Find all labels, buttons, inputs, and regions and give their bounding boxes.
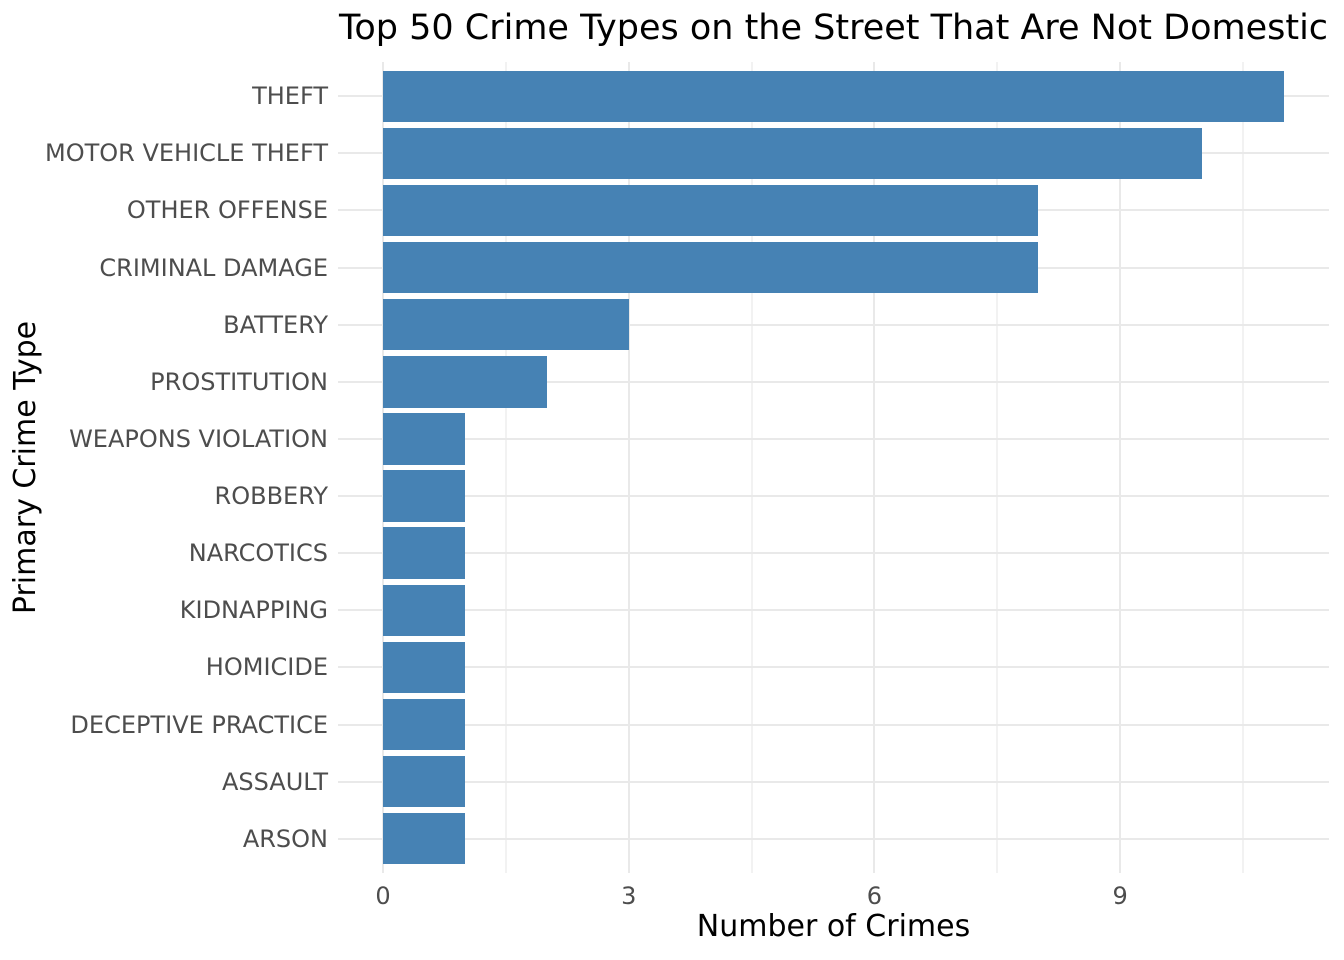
bar-deceptive-practice: [383, 698, 465, 751]
gridline-horizontal-major: [338, 552, 1329, 555]
bar-criminal-damage: [383, 241, 1039, 294]
gridline-horizontal-major: [338, 780, 1329, 783]
gridline-horizontal-major: [338, 323, 1329, 326]
bar-assault: [383, 755, 465, 808]
y-tick-label: WEAPONS VIOLATION: [69, 424, 328, 453]
bar-arson: [383, 813, 465, 865]
bar-theft: [383, 70, 1284, 122]
y-tick-label: THEFT: [252, 82, 328, 111]
bar-other-offense: [383, 184, 1039, 237]
gridline-horizontal-major: [338, 609, 1329, 612]
y-tick-label: KIDNAPPING: [179, 596, 328, 625]
y-tick-label: OTHER OFFENSE: [126, 196, 328, 225]
gridline-vertical-major: [1119, 62, 1122, 873]
bar-narcotics: [383, 527, 465, 579]
y-axis-title-text: Primary Crime Type: [8, 320, 44, 615]
y-tick-label: PROSTITUTION: [150, 367, 328, 396]
y-axis-title: Primary Crime Type: [0, 62, 52, 873]
y-tick-label: CRIMINAL DAMAGE: [99, 253, 328, 282]
x-tick-label: 6: [866, 882, 883, 910]
y-tick-label: DECEPTIVE PRACTICE: [70, 710, 328, 739]
plot-panel: [338, 62, 1329, 873]
gridline-horizontal-major: [338, 837, 1329, 840]
bar-weapons-violation: [383, 413, 465, 465]
x-tick-label: 0: [375, 882, 391, 910]
gridline-vertical-major: [382, 62, 385, 873]
y-tick-label: MOTOR VEHICLE THEFT: [45, 139, 328, 168]
y-tick-label: ASSAULT: [221, 767, 328, 796]
gridline-vertical-major: [627, 62, 630, 873]
bar-robbery: [383, 470, 465, 522]
gridline-vertical-major: [873, 62, 876, 873]
gridline-vertical-minor: [504, 62, 507, 873]
gridline-horizontal-major: [338, 666, 1329, 669]
gridline-horizontal-major: [338, 437, 1329, 440]
bar-homicide: [383, 641, 465, 694]
gridline-horizontal-major: [338, 380, 1329, 383]
x-axis-title: Number of Crimes: [696, 909, 971, 944]
gridline-vertical-minor: [1242, 62, 1244, 873]
y-tick-label: BATTERY: [223, 310, 328, 339]
gridline-vertical-minor: [750, 62, 753, 873]
bar-prostitution: [383, 356, 547, 408]
x-tick-label: 3: [621, 882, 637, 910]
y-tick-label: ROBBERY: [214, 482, 328, 511]
bar-motor-vehicle-theft: [383, 127, 1203, 180]
bar-battery: [383, 299, 629, 351]
y-tick-label: NARCOTICS: [188, 539, 328, 568]
gridline-horizontal-major: [338, 723, 1329, 726]
y-tick-label: HOMICIDE: [205, 653, 328, 682]
chart-title: Top 50 Crime Types on the Street That Ar…: [338, 8, 1329, 48]
x-tick-label: 9: [1112, 882, 1128, 910]
bar-kidnapping: [383, 584, 465, 636]
gridline-vertical-minor: [996, 62, 999, 873]
y-tick-label: ARSON: [242, 824, 328, 853]
gridline-horizontal-major: [338, 495, 1329, 498]
